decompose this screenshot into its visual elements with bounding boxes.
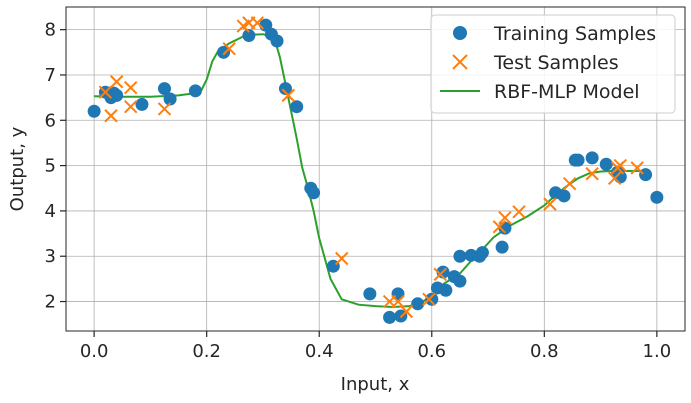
training-point (571, 153, 585, 167)
y-tick-label: 3 (45, 246, 56, 267)
training-point (363, 287, 377, 301)
training-point (87, 104, 101, 118)
test-point (585, 167, 599, 181)
test-point (124, 80, 138, 95)
grid-lines (66, 7, 685, 331)
x-tick-label: 0.0 (80, 341, 109, 362)
plot-frame (65, 6, 686, 332)
x-tick-label: 0.4 (305, 341, 334, 362)
training-point (163, 92, 177, 106)
test-point (498, 211, 512, 225)
training-point (495, 240, 509, 254)
training-point (453, 274, 467, 288)
training-point (188, 84, 202, 98)
x-tick-label: 0.6 (417, 341, 446, 362)
test-point (109, 75, 124, 89)
plot-area-border (65, 6, 686, 332)
test-point (607, 171, 622, 185)
training-point (278, 82, 292, 96)
test-point (104, 109, 118, 123)
training-point (475, 246, 489, 260)
test-point (98, 85, 113, 99)
test-point (124, 99, 138, 114)
legend-label: Training Samples (493, 23, 656, 45)
training-point (411, 297, 425, 311)
y-tick-label: 8 (45, 20, 56, 41)
legend-label: RBF-MLP Model (494, 81, 640, 103)
test-point (335, 251, 349, 266)
training-point (217, 45, 231, 59)
training-point (599, 157, 613, 171)
test-point (433, 267, 447, 282)
test-point (399, 304, 414, 319)
training-point (270, 34, 284, 48)
test-point (512, 205, 526, 219)
training-point (307, 186, 321, 200)
test-point (157, 102, 172, 116)
legend-marker-training (453, 26, 467, 40)
points-layer (87, 16, 664, 324)
x-axis-label: Input, x (341, 374, 410, 395)
training-point (650, 190, 664, 204)
test-point (492, 220, 507, 234)
y-axis-label: Output, y (7, 126, 28, 211)
legend-marker-test (452, 54, 468, 70)
y-tick-label: 2 (45, 292, 56, 313)
test-point (222, 41, 236, 56)
legend-box (430, 14, 676, 114)
test-point (543, 197, 557, 211)
training-point (135, 97, 149, 111)
x-tick-label: 0.2 (192, 341, 221, 362)
y-tick-label: 5 (45, 156, 56, 177)
training-point (639, 168, 653, 182)
x-tick-label: 1.0 (643, 341, 672, 362)
test-point (391, 294, 405, 309)
y-tick-label: 4 (45, 201, 56, 222)
test-point (281, 88, 295, 103)
training-point (439, 283, 453, 297)
test-point (250, 16, 265, 30)
y-tick-label: 7 (45, 65, 56, 86)
legend: Training Samples Test Samples RBF-MLP Mode… (430, 14, 676, 114)
test-point (422, 292, 436, 306)
training-point (453, 249, 467, 263)
training-point (383, 310, 397, 324)
y-tick-label: 6 (45, 110, 56, 131)
training-point (290, 100, 304, 114)
x-tick-label: 0.8 (530, 341, 559, 362)
training-point (557, 189, 571, 203)
test-point (562, 177, 577, 191)
test-point (613, 158, 627, 173)
training-point (585, 151, 599, 165)
training-point (242, 29, 256, 43)
legend-label: Test Samples (493, 52, 619, 74)
training-point (425, 292, 439, 306)
tick-layer: 0.0 0.2 0.4 0.6 0.8 1.0 2 3 4 5 6 7 8 (45, 20, 672, 362)
test-point (630, 161, 644, 175)
training-point (110, 88, 124, 102)
training-point (157, 82, 171, 96)
